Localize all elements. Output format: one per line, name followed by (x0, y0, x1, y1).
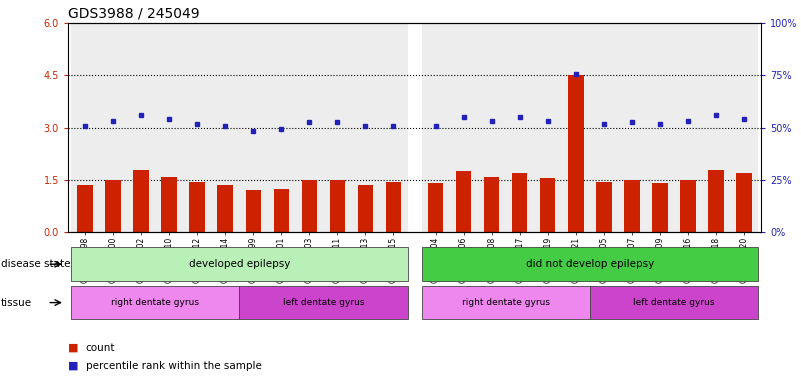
Bar (477, 23, 505, 232)
Text: left dentate gyrus: left dentate gyrus (634, 298, 714, 307)
Text: developed epilepsy: developed epilepsy (188, 259, 290, 269)
Text: right dentate gyrus: right dentate gyrus (111, 298, 199, 307)
Bar (680, 180, 696, 232)
Bar (533, 23, 562, 232)
Bar (702, 23, 730, 232)
Bar (239, 23, 268, 232)
Bar (296, 23, 324, 232)
Bar (161, 177, 177, 232)
Bar (358, 185, 373, 232)
Bar (596, 182, 612, 232)
Bar (449, 23, 477, 232)
Bar (505, 23, 533, 232)
Bar (456, 171, 471, 232)
Text: ■: ■ (68, 361, 78, 371)
Bar (652, 184, 668, 232)
Bar (590, 23, 618, 232)
Bar (562, 23, 590, 232)
Bar (183, 23, 211, 232)
Bar (189, 182, 205, 232)
Text: disease state: disease state (1, 259, 70, 269)
Bar (540, 178, 555, 232)
Bar (380, 23, 408, 232)
Bar (71, 23, 99, 232)
Bar (624, 180, 640, 232)
Bar (428, 184, 443, 232)
Bar (155, 23, 183, 232)
Bar (352, 23, 380, 232)
Bar (736, 173, 752, 232)
Text: percentile rank within the sample: percentile rank within the sample (86, 361, 262, 371)
Bar (99, 23, 127, 232)
Bar (302, 180, 317, 232)
Bar (133, 170, 149, 232)
Text: count: count (86, 343, 115, 353)
Text: GDS3988 / 245049: GDS3988 / 245049 (68, 7, 199, 20)
Bar (217, 185, 233, 232)
Bar (421, 23, 449, 232)
Text: did not develop epilepsy: did not develop epilepsy (525, 259, 654, 269)
Bar (512, 173, 527, 232)
Bar (386, 182, 401, 232)
Bar (105, 180, 121, 232)
Bar (568, 75, 583, 232)
Text: ■: ■ (68, 343, 78, 353)
Bar (674, 23, 702, 232)
Text: right dentate gyrus: right dentate gyrus (461, 298, 549, 307)
Bar (618, 23, 646, 232)
Bar (246, 190, 261, 232)
Bar (708, 170, 724, 232)
Bar (274, 189, 289, 232)
Bar (730, 23, 758, 232)
Bar (77, 185, 93, 232)
Bar (484, 177, 499, 232)
Bar (324, 23, 352, 232)
Bar (268, 23, 296, 232)
Bar (211, 23, 239, 232)
Text: left dentate gyrus: left dentate gyrus (283, 298, 364, 307)
Bar (330, 180, 345, 232)
Text: tissue: tissue (1, 298, 32, 308)
Bar (646, 23, 674, 232)
Bar (127, 23, 155, 232)
